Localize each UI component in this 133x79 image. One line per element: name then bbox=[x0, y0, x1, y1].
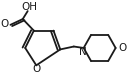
Text: O: O bbox=[1, 19, 9, 29]
Text: O: O bbox=[32, 64, 40, 74]
Text: N: N bbox=[78, 47, 86, 57]
Text: O: O bbox=[118, 43, 126, 53]
Text: OH: OH bbox=[21, 2, 37, 12]
